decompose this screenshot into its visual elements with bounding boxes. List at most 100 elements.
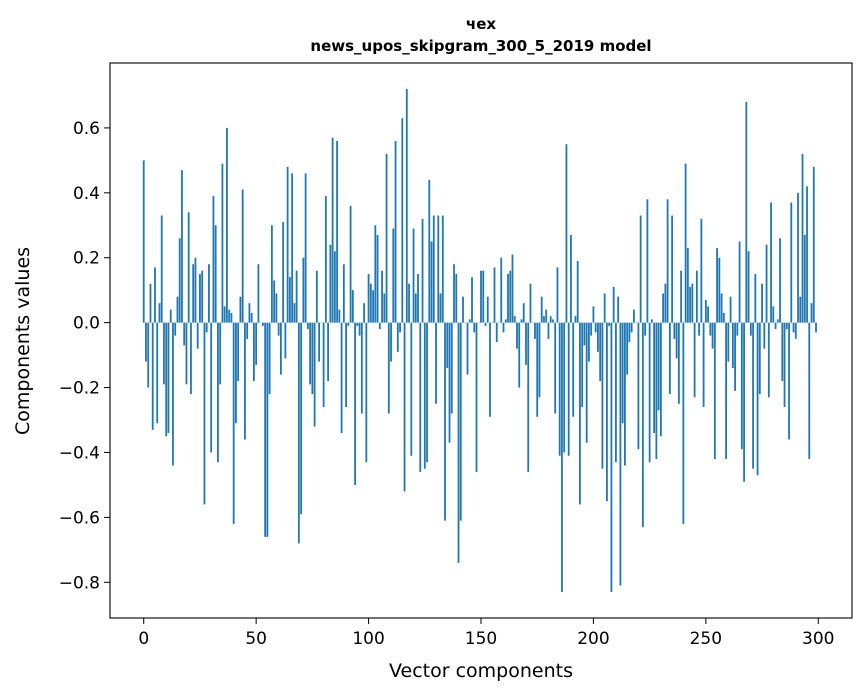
bar: [646, 199, 648, 322]
bar: [352, 290, 354, 322]
bar: [539, 323, 541, 398]
chart-title-line1: чех: [466, 15, 496, 33]
bar: [768, 323, 770, 398]
bar: [156, 323, 158, 424]
bar: [314, 323, 316, 427]
bar: [258, 264, 260, 322]
bar: [482, 271, 484, 323]
bar: [795, 323, 797, 339]
bar: [370, 284, 372, 323]
bar: [797, 193, 799, 323]
bar: [586, 323, 588, 443]
bar: [763, 323, 765, 349]
y-tick-label: 0.4: [73, 184, 100, 204]
bar: [651, 319, 653, 322]
bar: [518, 323, 520, 388]
bar: [395, 141, 397, 323]
bar: [599, 323, 601, 381]
bar: [653, 323, 655, 433]
bar: [386, 154, 388, 323]
bar: [437, 216, 439, 323]
bar: [332, 138, 334, 323]
bar: [545, 310, 547, 323]
bar: [649, 323, 651, 463]
bar: [804, 235, 806, 323]
bar: [446, 323, 448, 368]
bar: [581, 323, 583, 407]
bar: [440, 293, 442, 322]
x-tick-label: 200: [577, 629, 609, 649]
bar: [195, 258, 197, 323]
bar: [631, 323, 633, 333]
bar: [707, 306, 709, 322]
bar: [678, 323, 680, 404]
bar: [813, 167, 815, 323]
bar: [215, 225, 217, 322]
bar: [293, 303, 295, 322]
bar: [419, 323, 421, 472]
bar: [316, 271, 318, 323]
bar: [730, 297, 732, 323]
bar: [617, 297, 619, 323]
bar: [687, 248, 689, 323]
bar: [473, 323, 475, 333]
bar: [714, 323, 716, 459]
bar: [282, 222, 284, 323]
bar: [361, 323, 363, 414]
bar: [554, 323, 556, 414]
bar: [165, 323, 167, 437]
bar: [779, 238, 781, 322]
bar: [154, 267, 156, 322]
bar: [302, 258, 304, 323]
bar: [673, 323, 675, 339]
bar: [372, 290, 374, 322]
bar: [347, 323, 349, 326]
y-tick-label: −0.6: [59, 508, 100, 528]
bar: [174, 323, 176, 336]
bar: [736, 323, 738, 336]
bar: [507, 274, 509, 323]
bar: [723, 313, 725, 323]
bar: [190, 323, 192, 394]
bar: [377, 235, 379, 323]
bar: [550, 316, 552, 322]
bar: [397, 323, 399, 352]
bar: [566, 144, 568, 323]
bar: [462, 297, 464, 323]
bar: [217, 323, 219, 463]
bar: [253, 323, 255, 381]
bar: [624, 323, 626, 466]
bar: [199, 274, 201, 323]
bar: [750, 323, 752, 336]
bar: [255, 323, 257, 365]
bar: [311, 323, 313, 394]
bar: [658, 323, 660, 411]
bar: [543, 316, 545, 322]
bar: [329, 245, 331, 323]
bar: [305, 173, 307, 322]
bar: [210, 323, 212, 453]
bar: [177, 297, 179, 323]
bar: [775, 323, 777, 329]
bar: [431, 242, 433, 323]
bar: [595, 323, 597, 333]
bar: [159, 303, 161, 322]
bar: [629, 323, 631, 342]
bar: [781, 323, 783, 381]
bar: [752, 323, 754, 469]
bar: [712, 323, 714, 349]
bar: [563, 323, 565, 453]
bar: [655, 323, 657, 459]
bar: [415, 293, 417, 322]
bar: [611, 323, 613, 592]
bar: [469, 319, 471, 322]
bar: [343, 264, 345, 322]
bar: [745, 102, 747, 323]
bar: [206, 323, 208, 333]
bar: [721, 293, 723, 322]
chart-title-line2: news_upos_skipgram_300_5_2019 model: [310, 37, 651, 55]
bar: [181, 170, 183, 323]
bar: [296, 271, 298, 323]
bar: [754, 274, 756, 323]
